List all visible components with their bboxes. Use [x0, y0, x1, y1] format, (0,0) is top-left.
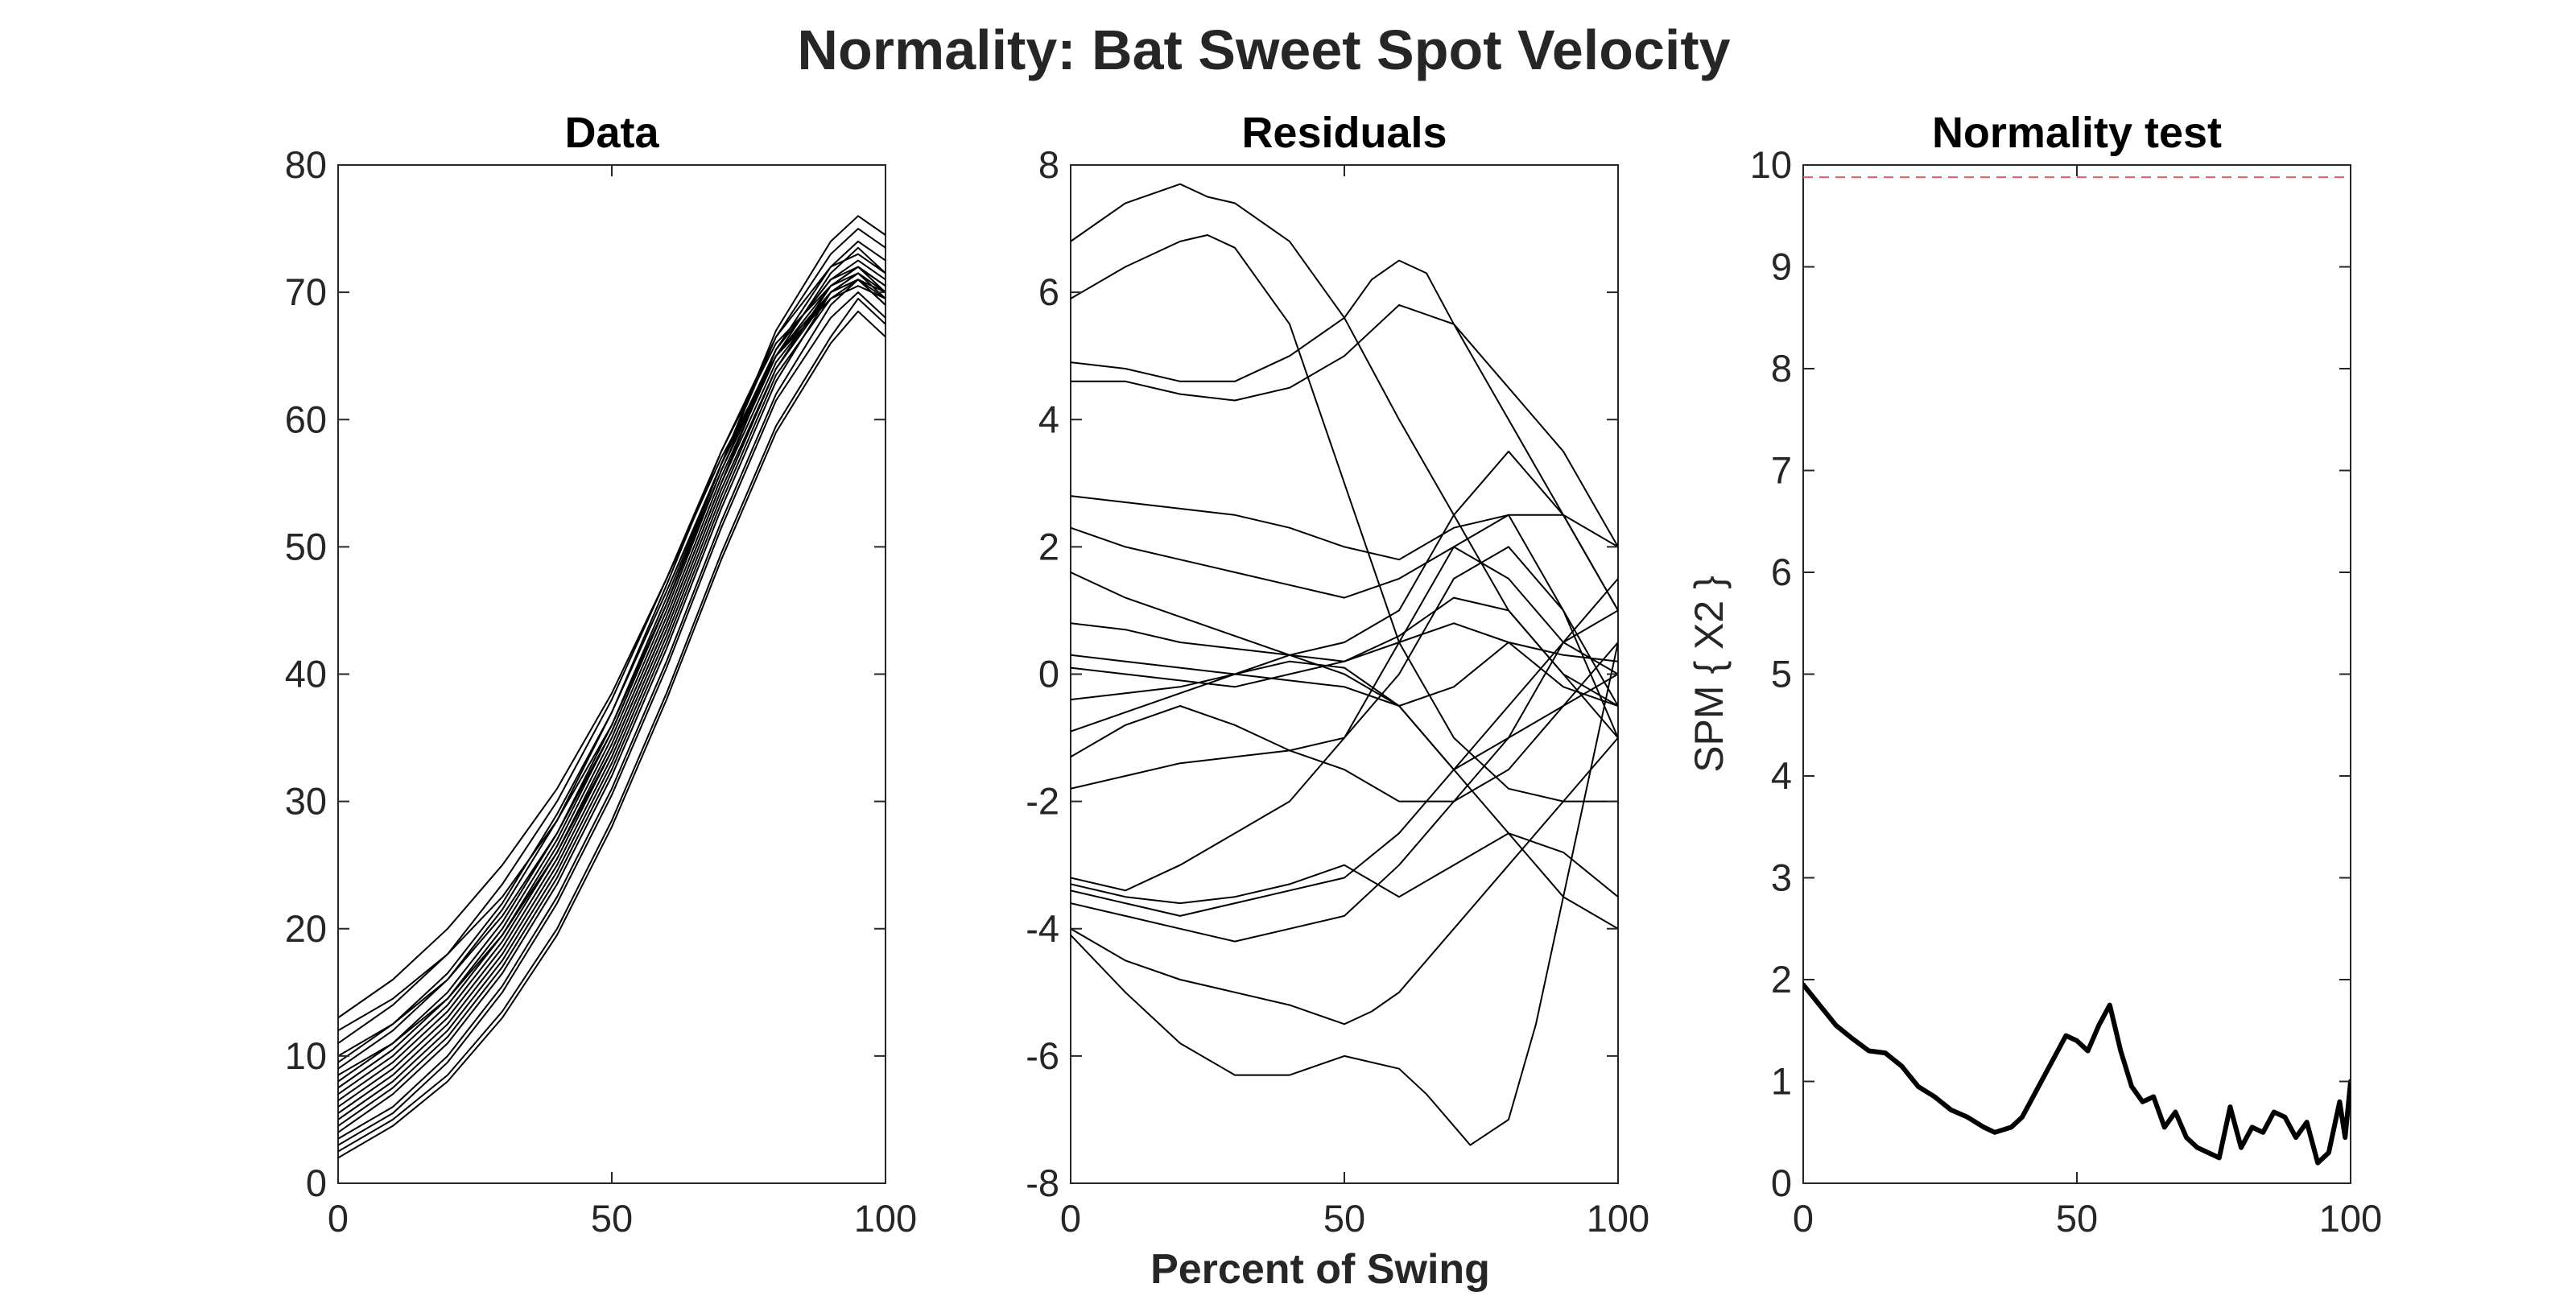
x-tick-label: 50	[591, 1197, 633, 1240]
x-tick-label: 0	[1060, 1197, 1081, 1240]
y-tick-label: 0	[306, 1162, 327, 1204]
y-tick-label: 3	[1771, 856, 1792, 899]
panel-title: Residuals	[1241, 109, 1447, 157]
y-tick-label: 50	[285, 525, 327, 567]
y-tick-label: 20	[285, 907, 327, 950]
panel-title: Normality test	[1932, 109, 2222, 157]
series-line-17	[338, 246, 886, 1102]
y-tick-label: 7	[1771, 449, 1792, 492]
series-line-5	[338, 279, 886, 1127]
y-tick-label: 0	[1038, 653, 1059, 695]
y-tick-label: 10	[1750, 143, 1792, 186]
y-tick-label: -8	[1026, 1162, 1059, 1204]
series-line-12	[1071, 450, 1618, 732]
x-tick-label: 50	[2056, 1197, 2098, 1240]
series-line-11	[1071, 577, 1618, 771]
y-tick-label: -4	[1026, 907, 1059, 950]
series-line-12	[338, 253, 886, 1070]
x-tick-label: 50	[1323, 1197, 1365, 1240]
series-line-19	[338, 266, 886, 1063]
y-tick-label: 1	[1771, 1060, 1792, 1103]
series-line-20	[1071, 642, 1618, 1146]
y-tick-label: -2	[1026, 780, 1059, 823]
y-tick-label: 10	[285, 1034, 327, 1077]
series-line-10	[1071, 622, 1618, 707]
series-line-9	[1071, 642, 1618, 707]
panel-title: Data	[564, 109, 659, 157]
series-line-13	[338, 228, 886, 1057]
x-tick-label: 0	[328, 1197, 349, 1240]
series-group	[1803, 982, 2351, 1166]
x-tick-label: 100	[854, 1197, 917, 1240]
series-line-4	[1071, 303, 1618, 612]
series-group	[338, 215, 886, 1159]
y-tick-label: 8	[1771, 347, 1792, 390]
series-line-15	[1071, 514, 1618, 892]
y-tick-label: 0	[1771, 1162, 1792, 1204]
series-line-16	[1071, 832, 1618, 930]
series-line-6	[1071, 526, 1618, 675]
y-axis-label: SPM { X2 }	[1686, 576, 1732, 773]
y-tick-label: 6	[1771, 551, 1792, 593]
series-line-20	[338, 272, 886, 1114]
x-tick-label: 0	[1793, 1197, 1814, 1240]
y-tick-label: 40	[285, 653, 327, 695]
series-line-10	[338, 266, 886, 1083]
shared-x-axis-label: Percent of Swing	[1150, 1246, 1490, 1293]
y-tick-label: 70	[285, 270, 327, 313]
y-tick-label: 2	[1771, 958, 1792, 1001]
series-line-14	[1071, 642, 1618, 803]
x-tick-label: 100	[2319, 1197, 2382, 1240]
x-tick-label: 100	[1587, 1197, 1649, 1240]
y-tick-label: 4	[1038, 398, 1059, 440]
series-line-2	[1071, 234, 1618, 803]
series-line-17	[1071, 609, 1618, 917]
panel-data: Data 0 10 20 30 40 50 60 70 80 0 50 100	[285, 109, 917, 1240]
series-line-18	[338, 298, 886, 1153]
series-line-3	[338, 279, 886, 1140]
y-tick-label: 4	[1771, 754, 1792, 797]
y-tick-label: 2	[1038, 525, 1059, 567]
figure-title: Normality: Bat Sweet Spot Velocity	[797, 19, 1730, 81]
series-line-11	[338, 240, 886, 1076]
series-line-15	[338, 215, 886, 1032]
y-tick-label: 30	[285, 780, 327, 823]
series-line-7	[1071, 572, 1618, 898]
y-tick-label: 5	[1771, 653, 1792, 695]
series-line-8	[338, 259, 886, 1096]
panel-residuals: Residuals -8 -6 -4 -2 0 2 4 6 8 0 50 100	[1026, 109, 1649, 1240]
series-line-1	[338, 310, 886, 1159]
series-line-3	[1071, 259, 1618, 548]
series-line-14	[338, 272, 886, 1045]
series-line-18	[1071, 673, 1618, 943]
y-tick-label: 6	[1038, 270, 1059, 313]
y-tick-label: 8	[1038, 143, 1059, 186]
series-line-2	[338, 291, 886, 1146]
y-tick-label: 9	[1771, 246, 1792, 288]
series-line-5	[1071, 495, 1618, 707]
series-line-16	[338, 285, 886, 1019]
y-tick-label: 80	[285, 143, 327, 186]
y-tick-label: 60	[285, 398, 327, 440]
series-group	[1071, 183, 1618, 1146]
series-line-1	[1803, 982, 2351, 1166]
series-line-19	[1071, 737, 1618, 1025]
y-tick-label: -6	[1026, 1034, 1059, 1077]
